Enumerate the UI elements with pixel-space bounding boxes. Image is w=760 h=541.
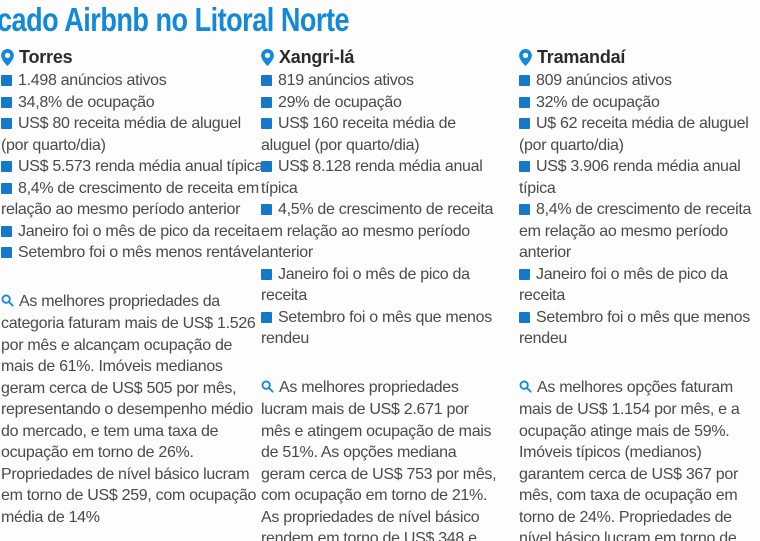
fact-item: US$ 3.906 renda média anual típica bbox=[519, 156, 760, 199]
square-bullet-icon bbox=[1, 182, 12, 194]
facts-list: 819 anúncios ativos 29% de ocupação US$ … bbox=[261, 70, 501, 350]
square-bullet-icon bbox=[519, 96, 530, 108]
square-bullet-icon bbox=[1, 247, 12, 258]
square-bullet-icon bbox=[519, 268, 530, 280]
square-bullet-icon bbox=[1, 75, 12, 86]
fact-item: US$ 8.128 renda média anual típica bbox=[261, 156, 501, 199]
fact-text: 8,4% de crescimento de receita em relaçã… bbox=[1, 179, 259, 219]
square-bullet-icon bbox=[261, 311, 272, 323]
search-icon bbox=[261, 378, 274, 400]
square-bullet-icon bbox=[261, 96, 272, 108]
square-bullet-icon bbox=[1, 96, 12, 108]
fact-item: Janeiro foi o mês de pico da receita bbox=[261, 264, 501, 307]
fact-item: US$ 5.573 renda média anual típica bbox=[1, 156, 267, 178]
facts-list: 1.498 anúncios ativos 34,8% de ocupação … bbox=[1, 70, 267, 264]
fact-item: 32% de ocupação bbox=[519, 92, 760, 114]
summary-paragraph: As melhores propriedades da categoria fa… bbox=[1, 291, 267, 529]
location-pin-icon bbox=[1, 49, 14, 66]
column-header: Xangri-lá bbox=[261, 47, 501, 68]
fact-item: 8,4% de crescimento de receita em relaçã… bbox=[519, 199, 760, 264]
fact-text: US$ 80 receita média de aluguel (por qua… bbox=[1, 115, 241, 154]
fact-item: US$ 80 receita média de aluguel (por qua… bbox=[1, 113, 267, 156]
fact-text: US$ 5.573 renda média anual típica bbox=[18, 158, 264, 175]
fact-text: 32% de ocupação bbox=[536, 93, 660, 111]
fact-item: Setembro foi o mês que menos rendeu bbox=[519, 307, 760, 350]
fact-item: Setembro foi o mês menos rentável bbox=[1, 242, 267, 264]
fact-text: 1.498 anúncios ativos bbox=[18, 72, 167, 89]
location-pin-icon bbox=[519, 49, 532, 66]
fact-text: Setembro foi o mês que menos rendeu bbox=[519, 308, 750, 348]
column-xangrila: Xangri-lá 819 anúncios ativos 29% de ocu… bbox=[261, 47, 501, 541]
fact-text: Setembro foi o mês menos rentável bbox=[18, 244, 261, 261]
fact-item: 4,5% de crescimento de receita em relaçã… bbox=[261, 199, 501, 264]
summary-text: As melhores propriedades lucram mais de … bbox=[261, 378, 497, 541]
fact-item: 34,8% de ocupação bbox=[1, 92, 267, 114]
fact-text: Janeiro foi o mês de pico da receita bbox=[261, 265, 470, 305]
search-icon bbox=[519, 378, 532, 400]
column-header: Torres bbox=[1, 47, 267, 68]
column-tramandai: Tramandaí 809 anúncios ativos 32% de ocu… bbox=[519, 47, 760, 541]
fact-item: 29% de ocupação bbox=[261, 92, 501, 114]
square-bullet-icon bbox=[261, 268, 272, 280]
square-bullet-icon bbox=[261, 75, 272, 86]
summary-paragraph: As melhores opções faturam mais de US$ 1… bbox=[519, 377, 760, 541]
fact-item: U$ 62 receita média de aluguel (por quar… bbox=[519, 113, 760, 156]
fact-text: 34,8% de ocupação bbox=[18, 93, 155, 111]
column-title: Torres bbox=[19, 47, 73, 67]
square-bullet-icon bbox=[1, 118, 12, 129]
fact-text: US$ 160 receita média de aluguel (por qu… bbox=[261, 115, 456, 154]
fact-item: Janeiro foi o mês de pico da receita bbox=[1, 221, 267, 243]
fact-item: Janeiro foi o mês de pico da receita bbox=[519, 264, 760, 307]
facts-list: 809 anúncios ativos 32% de ocupação U$ 6… bbox=[519, 70, 760, 350]
search-icon bbox=[1, 292, 14, 314]
column-title: Tramandaí bbox=[537, 47, 626, 67]
fact-text: Setembro foi o mês que menos rendeu bbox=[261, 308, 492, 348]
column-title: Xangri-lá bbox=[279, 47, 355, 67]
square-bullet-icon bbox=[1, 225, 12, 237]
fact-text: 29% de ocupação bbox=[278, 93, 402, 111]
square-bullet-icon bbox=[261, 161, 272, 172]
square-bullet-icon bbox=[519, 75, 530, 86]
fact-item: US$ 160 receita média de aluguel (por qu… bbox=[261, 113, 501, 156]
square-bullet-icon bbox=[261, 118, 272, 129]
fact-text: Janeiro foi o mês de pico da receita bbox=[18, 222, 260, 240]
fact-item: Setembro foi o mês que menos rendeu bbox=[261, 307, 501, 350]
square-bullet-icon bbox=[519, 118, 530, 129]
fact-text: U$ 62 receita média de aluguel (por quar… bbox=[519, 115, 749, 154]
fact-item: 809 anúncios ativos bbox=[519, 70, 760, 92]
fact-text: US$ 3.906 renda média anual típica bbox=[519, 158, 741, 197]
square-bullet-icon bbox=[1, 161, 12, 172]
fact-item: 819 anúncios ativos bbox=[261, 70, 501, 92]
square-bullet-icon bbox=[519, 161, 530, 172]
fact-text: 819 anúncios ativos bbox=[278, 72, 414, 89]
summary-text: As melhores opções faturam mais de US$ 1… bbox=[519, 378, 740, 541]
fact-item: 8,4% de crescimento de receita em relaçã… bbox=[1, 178, 267, 221]
square-bullet-icon bbox=[519, 311, 530, 323]
summary-text: As melhores propriedades da categoria fa… bbox=[1, 292, 257, 526]
fact-text: 8,4% de crescimento de receita em relaçã… bbox=[519, 201, 752, 261]
page-title: cado Airbnb no Litoral Norte bbox=[0, 1, 350, 38]
square-bullet-icon bbox=[261, 204, 272, 215]
fact-text: 809 anúncios ativos bbox=[536, 72, 672, 89]
fact-text: US$ 8.128 renda média anual típica bbox=[261, 158, 483, 197]
fact-text: Janeiro foi o mês de pico da receita bbox=[519, 265, 728, 305]
column-torres: Torres 1.498 anúncios ativos 34,8% de oc… bbox=[1, 47, 267, 528]
fact-item: 1.498 anúncios ativos bbox=[1, 70, 267, 92]
summary-paragraph: As melhores propriedades lucram mais de … bbox=[261, 377, 501, 541]
square-bullet-icon bbox=[519, 204, 530, 215]
column-header: Tramandaí bbox=[519, 47, 760, 68]
location-pin-icon bbox=[261, 49, 274, 66]
fact-text: 4,5% de crescimento de receita em relaçã… bbox=[261, 201, 494, 261]
